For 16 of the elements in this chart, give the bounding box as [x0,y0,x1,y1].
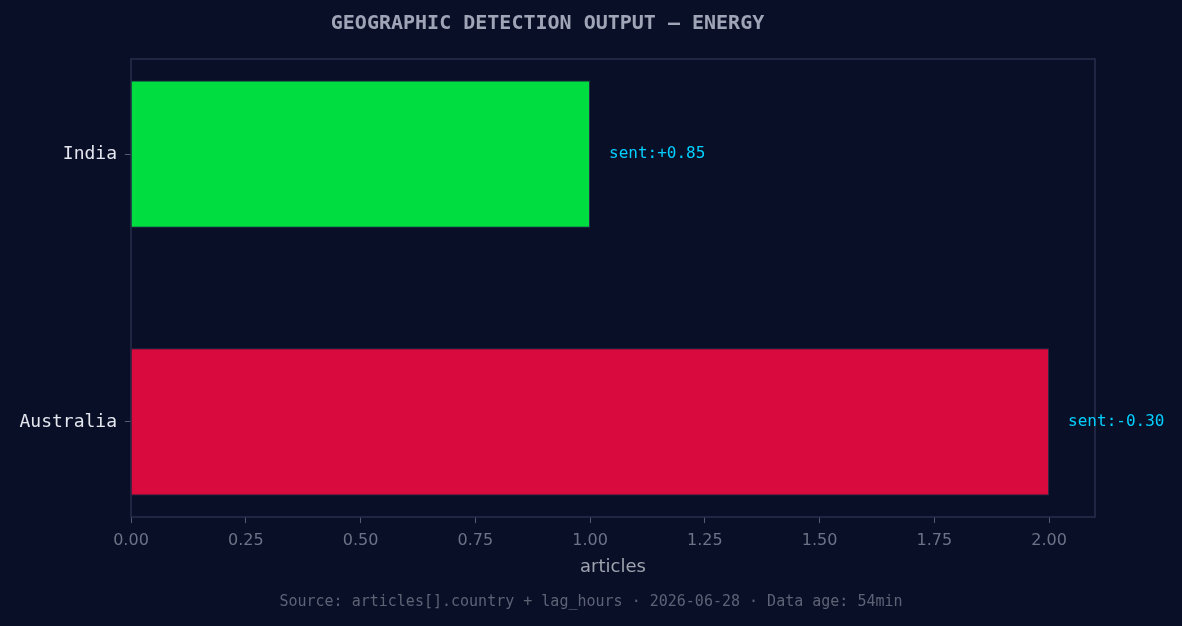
x-tick-label: 1.75 [916,529,953,549]
x-tick-label: 0.25 [227,529,264,549]
annotation: sent:-0.30 [1068,411,1165,431]
x-tick-label: 1.50 [801,529,838,549]
y-tick-label: Australia [19,409,117,431]
x-axis-title: articles [580,554,646,576]
annotation: sent:+0.85 [609,143,706,163]
y-tick-label: India [62,141,117,163]
source-note: Source: articles[].country + lag_hours · 2026-06-28 · Data age: 54min [279,592,903,611]
chart-title: GEOGRAPHIC DETECTION OUTPUT — ENERGY [330,10,765,35]
x-tick-label: 1.25 [687,529,723,549]
x-tick-label: 0.00 [113,529,149,549]
x-tick-label: 0.50 [342,529,379,549]
x-tick-label: 2.00 [1031,529,1067,549]
x-tick-label: 0.75 [457,529,494,549]
x-tick-label: 1.00 [572,529,608,549]
